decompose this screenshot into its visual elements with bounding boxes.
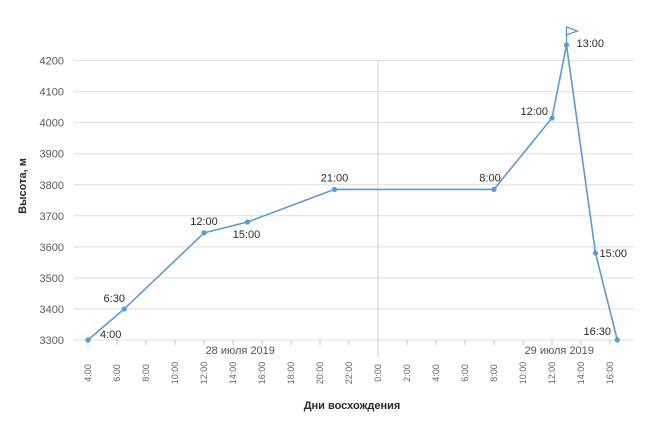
y-tick-label: 3800	[40, 180, 64, 192]
x-tick-label: 2:00	[402, 364, 412, 382]
data-label: 16:30	[583, 326, 611, 338]
data-label: 15:00	[233, 229, 261, 241]
data-label: 12:00	[190, 216, 218, 228]
x-tick-label: 22:00	[344, 362, 354, 385]
x-tick-label: 4:00	[83, 364, 93, 382]
data-label: 6:30	[104, 293, 125, 305]
y-axis-ticks: 3300 3400 3500 3600 3700 3800 3900 4000 4100 4200	[40, 56, 64, 347]
x-tick-label: 8:00	[489, 364, 499, 382]
x-tick-label: 14:00	[576, 362, 586, 385]
data-point	[614, 337, 620, 343]
x-tick-label: 14:00	[228, 362, 238, 385]
data-label: 8:00	[479, 172, 500, 184]
data-point	[244, 219, 251, 225]
y-tick-label: 3700	[40, 211, 64, 223]
x-axis-title: Дни восхождения	[304, 400, 401, 412]
y-tick-label: 3400	[40, 304, 64, 316]
day-label: 29 июля 2019	[525, 345, 594, 357]
y-tick-label: 4000	[40, 118, 64, 130]
flag-icon	[565, 26, 580, 36]
x-tick-label: 10:00	[170, 362, 180, 385]
x-tick-label: 12:00	[547, 362, 557, 385]
summit-flag-icon	[565, 26, 580, 46]
x-tick-label: 8:00	[141, 364, 151, 382]
x-axis-ticks: 4:00 6:00 8:00 10:00 12:00 14:00 16:00 18:00 20:…	[83, 340, 615, 384]
data-point	[491, 186, 497, 193]
series-altitude	[85, 42, 620, 343]
data-point	[121, 306, 127, 312]
x-tick-label: 4:00	[431, 364, 441, 382]
data-label: 12:00	[520, 106, 548, 118]
y-tick-label: 3900	[40, 149, 64, 161]
x-tick-label: 18:00	[286, 362, 296, 385]
altitude-line	[87, 44, 619, 341]
grid	[74, 60, 634, 341]
data-label: 15:00	[600, 248, 628, 260]
x-tick-label: 6:00	[112, 364, 122, 382]
x-tick-label: 10:00	[518, 362, 528, 385]
y-axis-title: Высота, м	[17, 158, 29, 214]
point-labels: 4:00 6:30 12:00 15:00 21:00 8:00 12:00 13:00 15:…	[100, 38, 627, 341]
data-point	[549, 115, 555, 121]
y-tick-label: 4200	[40, 56, 64, 68]
y-tick-label: 3300	[40, 335, 64, 347]
x-tick-label: 16:00	[605, 362, 615, 385]
data-label: 4:00	[100, 329, 121, 341]
x-tick-label: 12:00	[199, 362, 209, 385]
data-label: 13:00	[577, 38, 605, 50]
y-tick-label: 3600	[40, 242, 64, 254]
x-tick-label: 20:00	[315, 362, 325, 385]
data-point	[85, 337, 91, 343]
data-point	[331, 186, 338, 193]
day-labels: 28 июля 2019 29 июля 2019	[206, 345, 594, 357]
day-label: 28 июля 2019	[206, 345, 275, 357]
x-tick-label: 6:00	[460, 364, 470, 382]
x-tick-label: 0:00	[373, 364, 383, 382]
data-point	[592, 250, 599, 256]
data-label: 21:00	[321, 172, 349, 184]
y-tick-label: 3500	[40, 273, 64, 285]
data-point	[201, 230, 207, 236]
y-tick-label: 4100	[40, 87, 64, 99]
x-tick-label: 16:00	[257, 362, 267, 385]
